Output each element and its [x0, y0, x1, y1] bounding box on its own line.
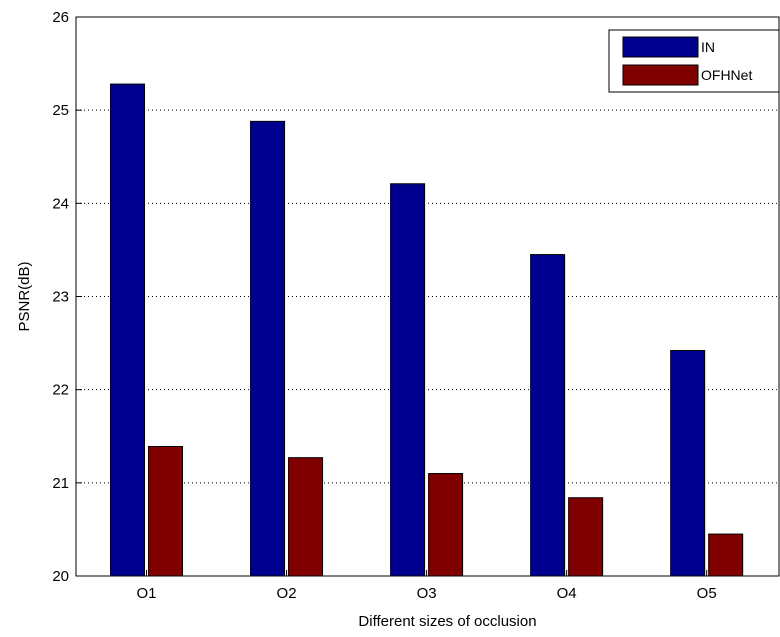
bar-in-o4 [530, 254, 566, 577]
bar-ofhnet-o1 [148, 445, 184, 577]
bar-ofhnet-o3 [428, 473, 464, 577]
bar-ofhnet-o2 [288, 457, 324, 577]
bar-in-o2 [250, 120, 286, 577]
y-tick-label: 24 [52, 195, 69, 212]
x-tick-label: O3 [417, 585, 437, 602]
bar-ofhnet-o5 [708, 533, 744, 577]
y-tick-label: 22 [52, 382, 69, 399]
x-tick-labels: O1 O2 O3 O4 O5 [137, 585, 717, 602]
y-axis-label: PSNR(dB) [16, 261, 33, 331]
y-tick-label: 23 [52, 289, 69, 306]
bar-in-o1 [110, 83, 146, 577]
legend-label-ofhnet: OFHNet [701, 67, 752, 83]
y-tick-label: 20 [52, 568, 69, 585]
x-tick-label: O4 [557, 585, 577, 602]
legend-label-in: IN [701, 39, 715, 55]
x-axis-label: Different sizes of occlusion [358, 613, 536, 630]
bar-ofhnet-o4 [568, 497, 604, 577]
legend-swatch-ofhnet [622, 64, 699, 86]
x-tick-label: O5 [697, 585, 717, 602]
legend-swatch-in [622, 36, 699, 58]
axis-ticks [76, 16, 708, 577]
y-tick-label: 25 [52, 102, 69, 119]
y-tick-label: 21 [52, 475, 69, 492]
bar-in-o5 [670, 350, 706, 577]
bars [110, 83, 744, 577]
x-tick-label: O2 [277, 585, 297, 602]
y-tick-label: 26 [52, 9, 69, 26]
y-tick-labels: 20 21 22 23 24 25 26 [52, 9, 69, 585]
bar-in-o3 [390, 183, 426, 577]
legend: IN OFHNet [608, 29, 780, 93]
x-tick-label: O1 [137, 585, 157, 602]
